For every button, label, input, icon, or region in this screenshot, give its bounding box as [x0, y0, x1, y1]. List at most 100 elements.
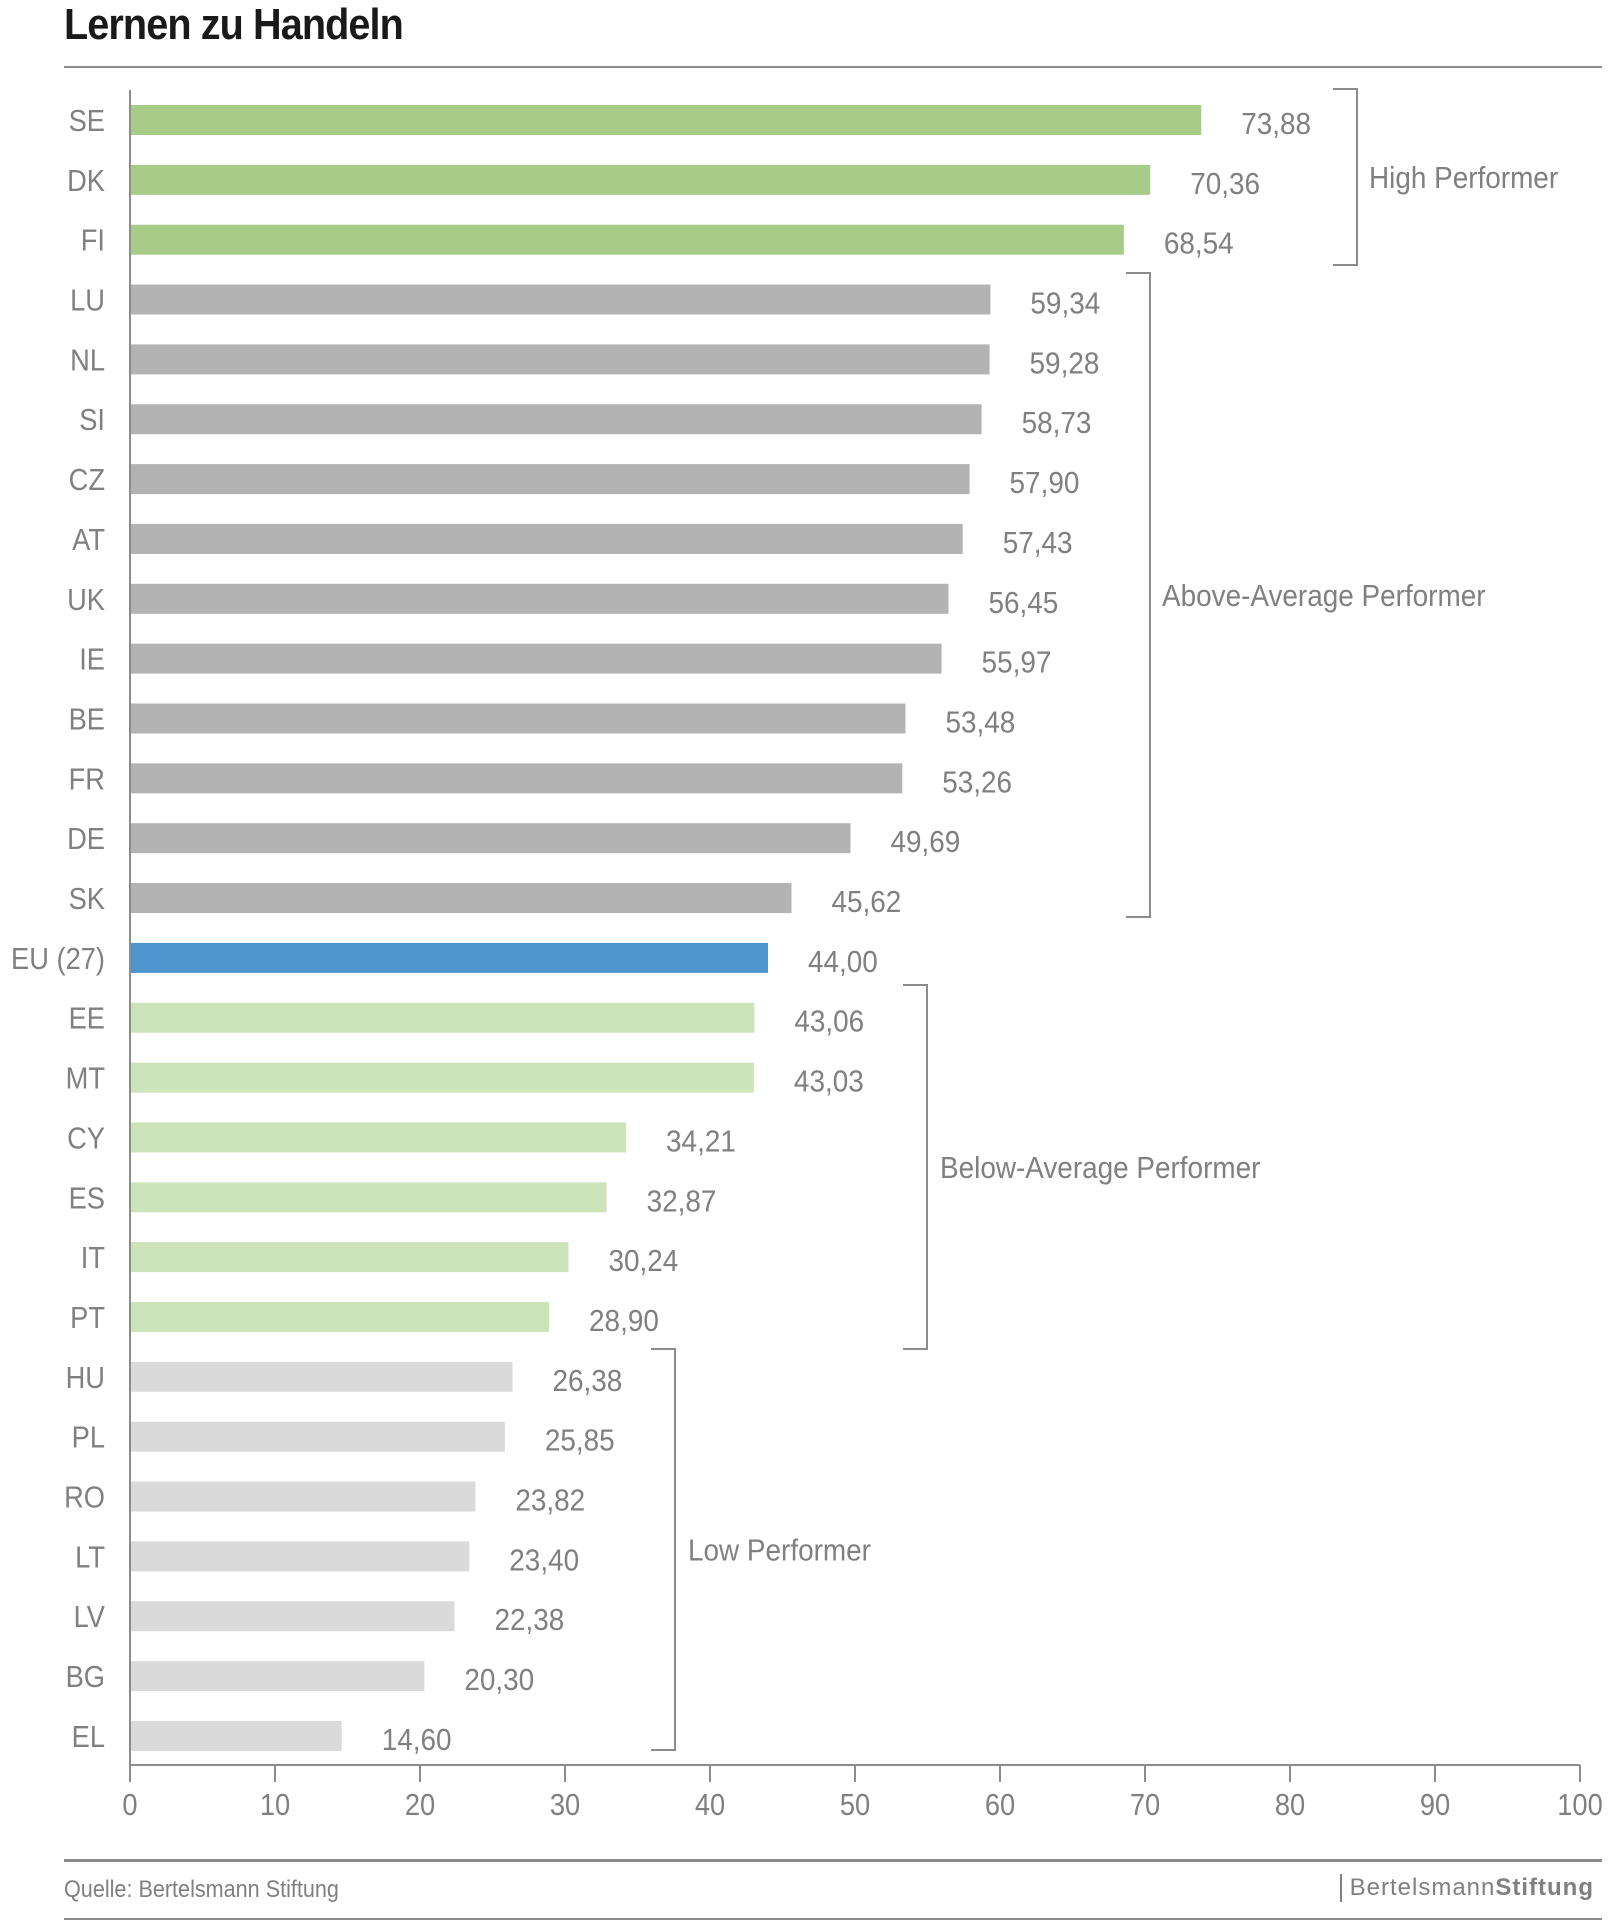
category-label: HU	[66, 1361, 105, 1395]
value-label: 58,73	[1022, 406, 1092, 441]
top-rule	[64, 66, 1602, 68]
bar-cz	[130, 464, 970, 495]
x-tick-label: 0	[122, 1788, 137, 1822]
category-label: MT	[66, 1062, 106, 1096]
category-label: DE	[67, 823, 105, 857]
x-tick-label: 60	[985, 1788, 1015, 1822]
bar-uk	[130, 583, 949, 614]
bar-lt	[130, 1541, 470, 1572]
footer-rule-bottom	[64, 1918, 1602, 1920]
bar-bg	[130, 1661, 425, 1692]
bar-sk	[130, 883, 792, 914]
value-label: 68,54	[1164, 226, 1234, 261]
brand-bold: Stiftung	[1495, 1874, 1594, 1901]
group-bracket	[651, 1348, 676, 1751]
category-label: RO	[64, 1481, 105, 1515]
bar-pl	[130, 1421, 505, 1452]
category-label: CY	[67, 1122, 105, 1156]
category-label: LV	[74, 1601, 106, 1635]
x-tick-label: 10	[260, 1788, 290, 1822]
category-label: SK	[69, 883, 106, 917]
group-bracket	[1126, 272, 1151, 918]
value-label: 59,34	[1030, 286, 1100, 321]
value-label: 45,62	[831, 885, 901, 920]
value-label: 49,69	[891, 825, 961, 860]
value-label: 22,38	[495, 1603, 565, 1638]
value-label: 30,24	[608, 1244, 678, 1279]
bar-ie	[130, 643, 942, 674]
value-label: 23,40	[509, 1543, 579, 1578]
category-label: PL	[72, 1421, 105, 1455]
x-tick-label: 30	[550, 1788, 580, 1822]
value-label: 34,21	[666, 1124, 736, 1159]
value-label: 73,88	[1241, 107, 1311, 142]
value-label: 57,43	[1003, 526, 1073, 561]
value-label: 53,26	[942, 765, 1012, 800]
value-label: 43,03	[794, 1064, 864, 1099]
group-bracket	[1333, 88, 1358, 266]
brand-light: Bertelsmann	[1349, 1874, 1496, 1901]
group-bracket	[903, 984, 928, 1350]
group-label: Above-Average Performer	[1162, 579, 1486, 614]
category-label: SE	[69, 104, 105, 138]
bar-es	[130, 1182, 607, 1213]
category-label: ES	[69, 1182, 105, 1216]
value-label: 59,28	[1030, 346, 1100, 381]
value-label: 14,60	[382, 1723, 452, 1758]
x-tick-label: 100	[1557, 1788, 1603, 1822]
bar-lv	[130, 1601, 455, 1632]
value-label: 53,48	[945, 705, 1015, 740]
x-tick-label: 40	[695, 1788, 725, 1822]
group-label: Below-Average Performer	[940, 1151, 1261, 1186]
value-label: 43,06	[794, 1004, 864, 1039]
category-label: EE	[69, 1002, 105, 1036]
bar-ro	[130, 1481, 476, 1512]
value-label: 25,85	[545, 1423, 615, 1458]
value-label: 55,97	[982, 645, 1052, 680]
value-label: 70,36	[1190, 167, 1260, 202]
bar-be	[130, 703, 906, 734]
value-label: 44,00	[808, 945, 878, 980]
value-label: 57,90	[1010, 466, 1080, 501]
category-label: BE	[69, 703, 105, 737]
value-label: 28,90	[589, 1304, 659, 1339]
category-label: IT	[81, 1242, 105, 1276]
bar-it	[130, 1242, 569, 1273]
value-label: 20,30	[464, 1663, 534, 1698]
category-label: DK	[67, 164, 105, 198]
bar-ee	[130, 1002, 755, 1033]
bar-hu	[130, 1361, 513, 1392]
category-label: LU	[70, 284, 105, 318]
bar-fr	[130, 763, 903, 794]
category-label: FR	[69, 763, 105, 797]
category-label: CZ	[69, 464, 105, 498]
category-label: PT	[70, 1301, 105, 1335]
footer-rule-top	[64, 1859, 1602, 1862]
bar-nl	[130, 344, 990, 375]
x-tick-label: 20	[405, 1788, 435, 1822]
bar-lu	[130, 284, 991, 315]
bar-pt	[130, 1302, 550, 1332]
value-label: 23,82	[515, 1483, 585, 1518]
category-label: EL	[72, 1720, 105, 1754]
bar-dk	[130, 164, 1151, 195]
bar-cy	[130, 1122, 627, 1153]
category-label: IE	[79, 643, 105, 677]
value-label: 56,45	[989, 585, 1059, 620]
category-label: LT	[75, 1541, 105, 1575]
bar-si	[130, 404, 982, 435]
category-label: EU (27)	[11, 942, 105, 976]
bar-at	[130, 523, 963, 554]
bar-de	[130, 823, 851, 854]
bar-el	[130, 1720, 342, 1751]
bar-se	[130, 105, 1202, 135]
x-tick-label: 50	[840, 1788, 870, 1822]
bar-eu27	[130, 942, 768, 973]
x-tick-label: 80	[1275, 1788, 1305, 1822]
x-tick-label: 70	[1130, 1788, 1160, 1822]
bar-fi	[130, 224, 1124, 255]
value-label: 26,38	[553, 1364, 623, 1399]
source-note: Quelle: Bertelsmann Stiftung	[64, 1876, 339, 1903]
brand-logo: BertelsmannStiftung	[1339, 1874, 1594, 1902]
bar-chart: SE 73,88 DK 70,36 FI 68,54 LU 59,34 NL 59,28 SI 58,…	[11, 88, 1603, 1822]
